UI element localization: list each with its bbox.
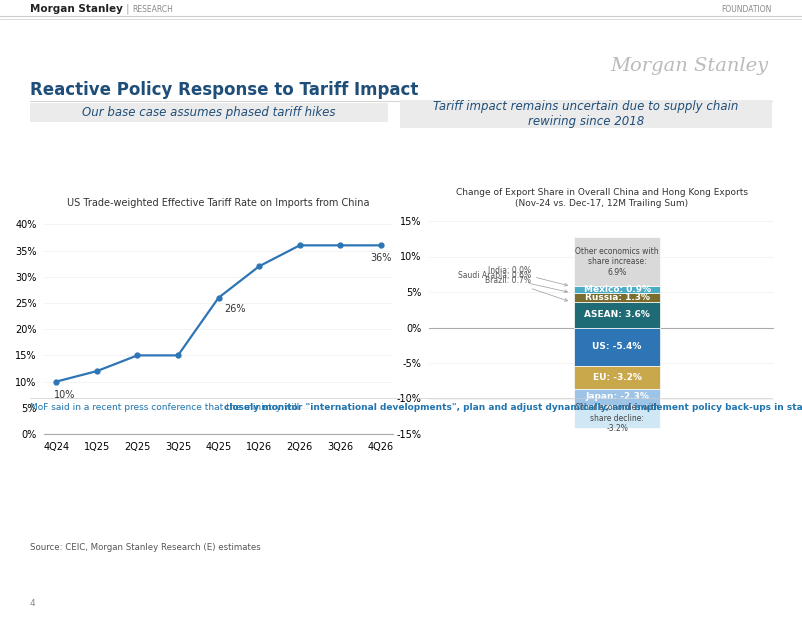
Text: Our base case assumes phased tariff hikes: Our base case assumes phased tariff hike… (83, 106, 336, 119)
Text: 10%: 10% (55, 390, 75, 400)
Bar (574, 286, 660, 293)
Text: Other economics with
share increase:
6.9%: Other economics with share increase: 6.9… (575, 247, 659, 277)
Bar (574, 327, 660, 366)
Text: Brazil: 0.7%: Brazil: 0.7% (485, 276, 568, 301)
Text: Morgan Stanley: Morgan Stanley (610, 57, 768, 75)
FancyBboxPatch shape (30, 103, 388, 122)
Bar (574, 237, 660, 286)
Text: Russia: 1.3%: Russia: 1.3% (585, 293, 650, 302)
Title: Change of Export Share in Overall China and Hong Kong Exports
(Nov-24 vs. Dec-17: Change of Export Share in Overall China … (456, 188, 747, 208)
Text: Morgan Stanley: Morgan Stanley (30, 4, 123, 14)
Text: Mexico: 0.9%: Mexico: 0.9% (584, 285, 650, 294)
Text: US: -5.4%: US: -5.4% (593, 342, 642, 351)
Text: Japan: -2.3%: Japan: -2.3% (585, 392, 649, 401)
Text: EU: -3.2%: EU: -3.2% (593, 373, 642, 382)
Bar (574, 405, 660, 428)
Text: FOUNDATION: FOUNDATION (722, 4, 772, 14)
Bar (574, 366, 660, 389)
Text: Reactive Policy Response to Tariff Impact: Reactive Policy Response to Tariff Impac… (30, 81, 419, 99)
FancyBboxPatch shape (400, 100, 772, 128)
Text: India: 0.0%: India: 0.0% (488, 266, 568, 286)
Text: Other economies with
share decline:
-3.2%: Other economies with share decline: -3.2… (575, 404, 659, 433)
Text: closely monitor "international developments", plan and adjust dynamically, and i: closely monitor "international developme… (224, 402, 802, 412)
Text: |: | (126, 4, 130, 14)
Bar (574, 293, 660, 302)
Text: RESEARCH: RESEARCH (132, 4, 173, 14)
Text: 36%: 36% (370, 254, 391, 264)
Text: 4: 4 (30, 600, 35, 608)
Text: Tariff impact remains uncertain due to supply chain
rewiring since 2018: Tariff impact remains uncertain due to s… (433, 100, 739, 128)
Title: US Trade-weighted Effective Tariff Rate on Imports from China: US Trade-weighted Effective Tariff Rate … (67, 198, 370, 208)
Text: Saudi Arabia: 0.6%: Saudi Arabia: 0.6% (458, 271, 568, 293)
Text: MoF said in a recent press conference that the ministry will: MoF said in a recent press conference th… (30, 402, 302, 412)
Bar (574, 389, 660, 405)
Text: Source: CEIC, Morgan Stanley Research (E) estimates: Source: CEIC, Morgan Stanley Research (E… (30, 544, 261, 552)
Bar (574, 302, 660, 327)
Text: 26%: 26% (225, 304, 246, 314)
Text: ASEAN: 3.6%: ASEAN: 3.6% (584, 310, 650, 319)
